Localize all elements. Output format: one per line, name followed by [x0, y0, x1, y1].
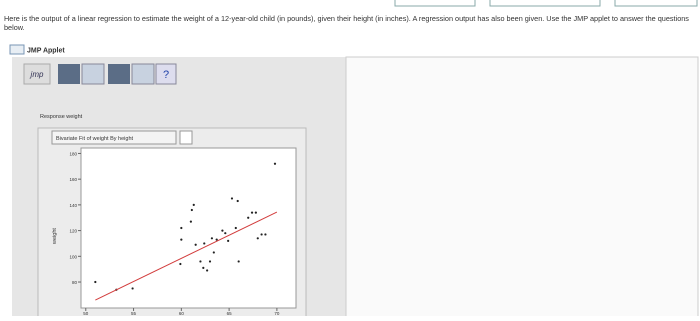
report-menu[interactable] [179, 130, 193, 145]
report-header [51, 130, 177, 145]
x-tick-label: 70 [274, 311, 280, 316]
x-tick-label: 65 [227, 311, 233, 316]
x-tick-label: 60 [179, 311, 185, 316]
point [273, 162, 277, 165]
y-tick-label: 120 [69, 229, 77, 234]
applet-title: JMP Applet [27, 48, 65, 55]
top-button[interactable] [614, 0, 698, 7]
x-tick-label: 55 [131, 311, 137, 316]
y-tick-label: 140 [69, 203, 77, 208]
instructions: Here is the output of a linear regressio… [4, 14, 689, 32]
point [212, 251, 215, 254]
toolbar-button[interactable] [131, 63, 155, 85]
point [230, 197, 234, 200]
y-axis-label: weight [52, 228, 58, 245]
point [224, 232, 227, 235]
point [189, 220, 192, 223]
point [221, 229, 224, 232]
point [208, 260, 212, 263]
point [237, 260, 240, 263]
point [250, 211, 254, 214]
plot-area [80, 147, 297, 309]
point [190, 208, 193, 212]
toolbar-button[interactable] [108, 64, 130, 84]
point [131, 287, 134, 290]
point [192, 203, 195, 206]
point [264, 233, 267, 236]
point [94, 280, 97, 284]
results-panel [345, 56, 699, 320]
point [215, 238, 218, 241]
y-tick-label: 80 [72, 280, 78, 285]
point [210, 237, 214, 240]
top-button[interactable] [394, 0, 476, 7]
top-button[interactable] [489, 0, 601, 7]
point [179, 262, 182, 266]
help-button[interactable] [155, 63, 177, 85]
toolbar-button[interactable] [81, 63, 105, 85]
applet-icon [9, 44, 25, 55]
point [236, 199, 239, 203]
y-tick-label: 180 [69, 151, 77, 156]
point [234, 226, 237, 230]
point [199, 260, 202, 263]
point [202, 266, 205, 269]
help-label: ? [163, 69, 169, 81]
toolbar-button[interactable] [58, 64, 80, 84]
point [256, 237, 259, 240]
response-label[interactable]: Response weight [40, 114, 83, 120]
point [260, 233, 263, 236]
instructions-box: Here is the output of a linear regressio… [4, 14, 689, 32]
point [206, 269, 209, 272]
y-tick-label: 100 [69, 254, 77, 259]
y-tick-label: 160 [69, 177, 77, 182]
point [180, 226, 183, 230]
report-title[interactable]: Bivariate Fit of weight By height [56, 136, 134, 142]
point [254, 211, 257, 214]
point [247, 216, 250, 219]
point [203, 242, 206, 245]
x-tick-label: 50 [83, 311, 89, 316]
point [194, 243, 197, 246]
point [180, 238, 183, 241]
logo-button[interactable] [23, 63, 51, 85]
logo: jmp [30, 70, 44, 79]
point [227, 239, 230, 242]
fit-line [95, 211, 278, 301]
